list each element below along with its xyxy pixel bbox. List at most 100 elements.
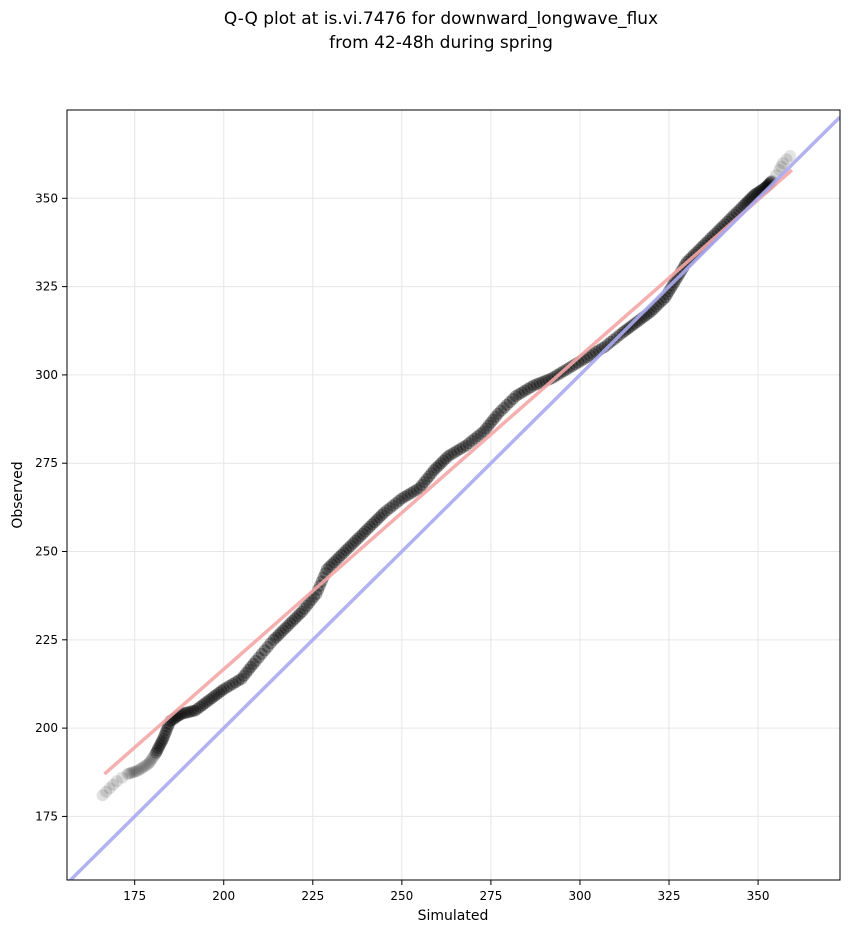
qq-point <box>460 439 472 452</box>
qq-point <box>132 764 145 777</box>
x-tick-label: 350 <box>747 889 770 903</box>
qq-point <box>530 378 543 391</box>
qq-point <box>474 427 487 440</box>
qq-point <box>487 413 500 426</box>
qq-point <box>416 479 428 491</box>
qq-point <box>349 534 362 547</box>
qq-point <box>386 499 399 512</box>
y-tick-label: 200 <box>35 721 58 735</box>
qq-point <box>291 610 304 623</box>
qq-point <box>205 692 218 705</box>
qq-point <box>442 450 455 463</box>
qq-point <box>213 686 225 699</box>
qq-point <box>189 704 202 717</box>
qq-point <box>462 437 475 450</box>
qq-point <box>407 485 420 498</box>
qq-point <box>512 388 525 401</box>
x-tick-label: 225 <box>301 889 324 903</box>
qq-point <box>293 607 306 620</box>
qq-point <box>457 441 469 454</box>
qq-point <box>423 470 436 483</box>
identity-line <box>68 115 840 880</box>
qq-point <box>116 771 129 784</box>
y-tick-label: 250 <box>35 545 58 559</box>
qq-point <box>159 726 172 739</box>
qq-point <box>500 398 513 411</box>
x-tick-label: 175 <box>123 889 146 903</box>
qq-point <box>370 513 383 526</box>
qq-point <box>395 492 408 505</box>
qq-point <box>381 504 393 517</box>
qq-point <box>182 706 195 719</box>
qq-point <box>215 685 228 697</box>
y-tick-label: 275 <box>35 456 58 470</box>
qq-point <box>147 750 160 763</box>
qq-point <box>261 640 274 653</box>
qq-point <box>628 317 641 330</box>
qq-point <box>252 651 265 664</box>
qq-point <box>242 663 255 676</box>
qq-point <box>359 525 371 538</box>
qq-point <box>378 506 390 519</box>
fit-line <box>103 168 794 776</box>
qq-point <box>151 744 164 757</box>
qq-point <box>521 383 534 395</box>
qq-point <box>401 489 414 501</box>
qq-point <box>480 422 493 435</box>
qq-point <box>518 384 531 397</box>
qq-point <box>332 551 345 564</box>
qq-point <box>389 497 402 510</box>
qq-point <box>279 622 292 634</box>
qq-point <box>245 660 257 673</box>
qq-point <box>281 619 294 632</box>
qq-point <box>121 768 134 780</box>
qq-point <box>784 149 797 162</box>
qq-point <box>566 360 579 373</box>
qq-point <box>465 434 478 447</box>
qq-point <box>135 762 148 775</box>
qq-point <box>392 494 405 507</box>
qq-point <box>208 690 221 703</box>
qq-point <box>134 763 146 776</box>
qq-point <box>148 748 161 761</box>
qq-point <box>489 410 502 423</box>
qq-point <box>179 706 192 719</box>
qq-point <box>156 735 168 748</box>
qq-point <box>342 542 355 554</box>
qq-point <box>337 546 350 559</box>
qq-point <box>141 758 154 771</box>
qq-point <box>330 553 343 566</box>
qq-point <box>777 157 789 169</box>
qq-point <box>323 560 336 573</box>
qq-point <box>361 523 374 536</box>
chart-title-line2: from 42-48h during spring <box>329 33 553 53</box>
qq-point <box>503 396 516 408</box>
qq-point <box>445 448 458 461</box>
y-tick-label: 350 <box>35 191 58 205</box>
y-tick-label: 225 <box>35 633 58 647</box>
qq-point <box>492 407 504 420</box>
qq-point <box>277 624 290 637</box>
qq-point <box>601 338 614 351</box>
x-tick-label: 275 <box>479 889 502 903</box>
qq-point <box>146 752 159 765</box>
x-tick-label: 250 <box>390 889 413 903</box>
qq-point <box>232 674 245 687</box>
qq-point <box>203 693 216 706</box>
y-axis-ticks: 175 200 225 250 275 300 325 350 <box>35 191 67 823</box>
y-tick-label: 300 <box>35 368 58 382</box>
qq-point <box>413 481 426 494</box>
qq-point <box>274 626 287 639</box>
qq-point <box>157 732 170 745</box>
qq-point <box>137 761 150 773</box>
chart-title-line1: Q-Q plot at is.vi.7476 for downward_long… <box>224 9 658 29</box>
qq-point <box>454 443 466 456</box>
qq-point <box>247 658 260 670</box>
qq-point <box>126 766 139 779</box>
y-tick-label: 325 <box>35 280 58 294</box>
qq-point <box>240 666 253 679</box>
qq-point <box>267 633 280 646</box>
grid-lines <box>67 110 840 880</box>
qq-point <box>584 349 597 362</box>
